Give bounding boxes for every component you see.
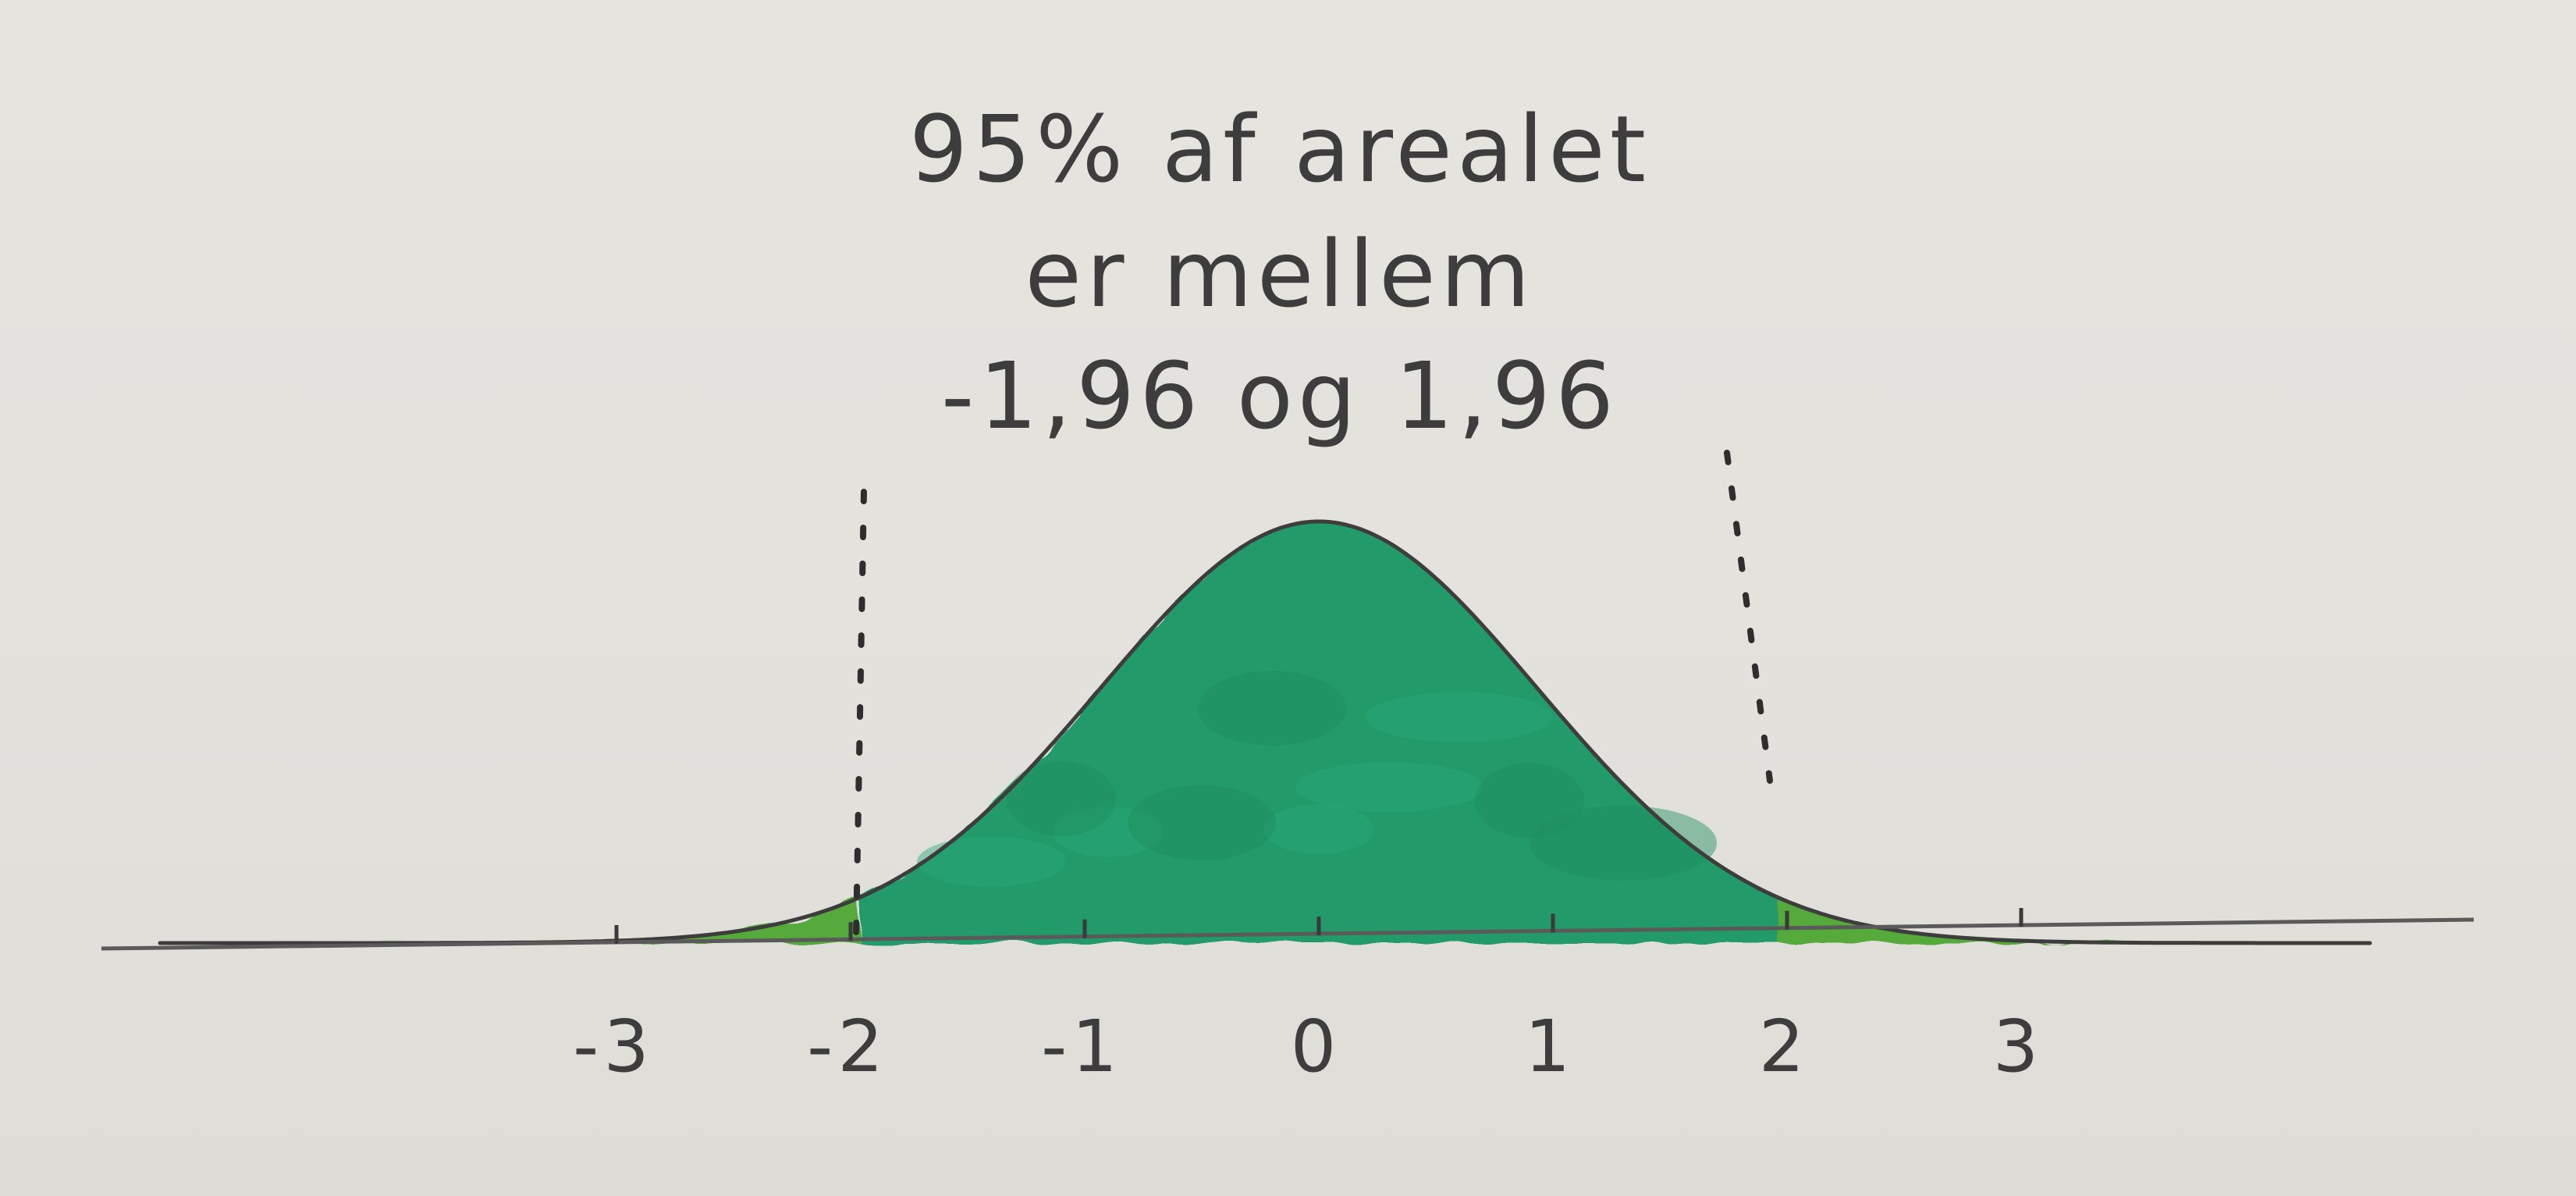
right-tail-area <box>1778 897 2361 943</box>
marker-blotches <box>917 671 1717 887</box>
x-axis-ticks <box>614 908 2023 944</box>
x-axis-tick-labels: -3 -2 -1 0 1 2 3 <box>573 1005 2044 1088</box>
x-tick-label: -3 <box>573 1005 654 1088</box>
marker-blotch <box>1264 804 1373 855</box>
marker-blotch <box>1007 760 1116 836</box>
x-axis <box>101 917 2475 951</box>
marker-blotch <box>1198 671 1346 746</box>
marker-blotch <box>1053 807 1163 857</box>
x-tick-label: 2 <box>1759 1005 1810 1088</box>
x-tick-label: 0 <box>1291 1005 1341 1088</box>
marker-blotch <box>917 836 1065 887</box>
marker-blotch <box>1475 763 1584 838</box>
marker-blotch <box>1128 785 1276 860</box>
x-tick-label: 1 <box>1525 1005 1576 1088</box>
boundary-line-right <box>1724 450 1773 784</box>
caption-line-1: 95% af arealet <box>909 95 1650 203</box>
x-tick-label: -2 <box>807 1005 888 1088</box>
marker-blotch <box>1295 762 1483 813</box>
left-tail-area <box>207 898 860 943</box>
marker-blotch <box>1530 805 1717 881</box>
marker-blotch <box>1366 692 1553 742</box>
caption: 95% af arealet er mellem -1,96 og 1,96 <box>909 95 1650 450</box>
caption-line-2: er mellem <box>1025 220 1534 328</box>
x-tick-label: -1 <box>1041 1005 1122 1088</box>
x-tick-label: 3 <box>1993 1005 2044 1088</box>
caption-line-3: -1,96 og 1,96 <box>941 342 1618 450</box>
boundary-line-left <box>853 489 867 940</box>
central-95-percent-area <box>860 521 1778 943</box>
